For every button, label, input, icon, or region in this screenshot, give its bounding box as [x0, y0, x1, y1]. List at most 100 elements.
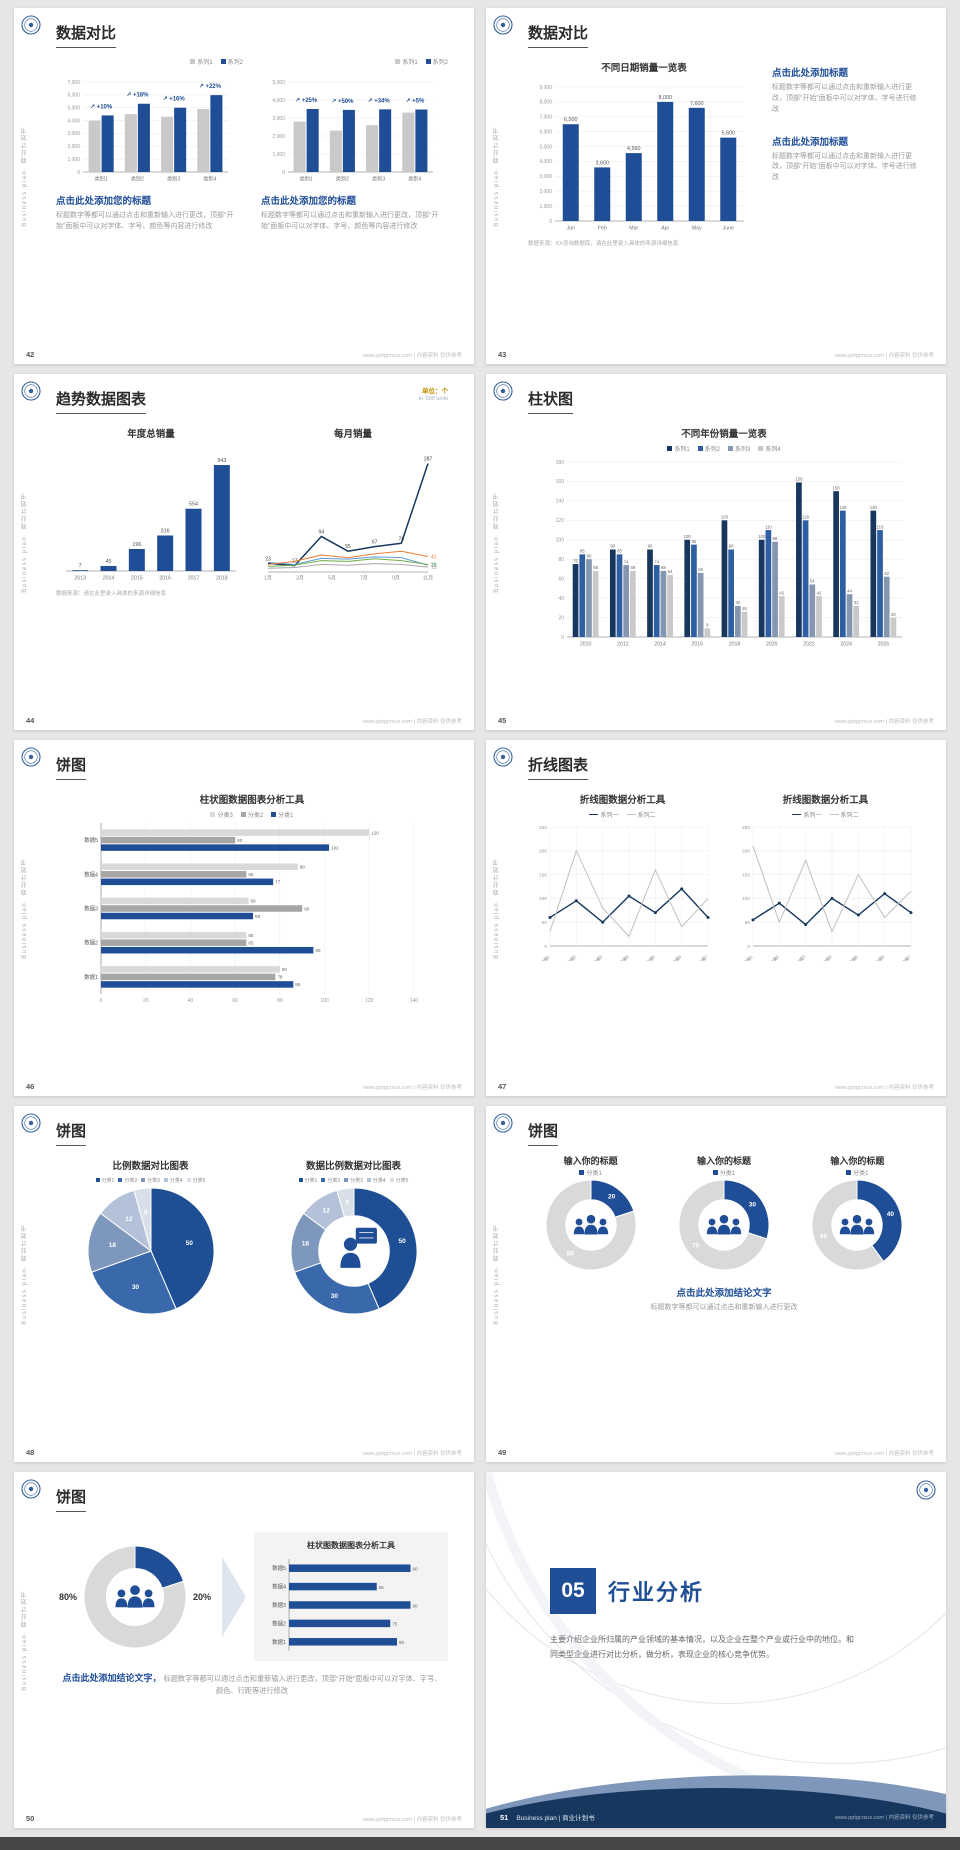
chart-title: 年度总销量 [127, 429, 175, 440]
svg-text:50: 50 [744, 920, 750, 926]
legend-item: 系列4 [758, 444, 781, 453]
svg-text:40: 40 [188, 998, 194, 1004]
conclusion-paragraph: 点击此处添加结论文字， 标题数字等都可以通过点击和重新输入进行更改，顶部“开始”… [60, 1671, 444, 1697]
svg-text:74: 74 [654, 559, 659, 564]
svg-text:7月: 7月 [360, 576, 368, 582]
unit-sublabel: in '000 units [418, 396, 448, 403]
svg-text:13: 13 [431, 565, 437, 571]
svg-text:67: 67 [372, 540, 378, 546]
svg-text:32: 32 [854, 600, 859, 605]
svg-text:5月: 5月 [328, 576, 336, 582]
conclusion-heading: 点击此处添加结论文字 [676, 1288, 772, 1299]
svg-text:80: 80 [399, 1640, 405, 1645]
chart-legend: 分类3 分类2 分类1 [56, 809, 448, 819]
section-title: 行业分析 [608, 1580, 705, 1605]
svg-text:12: 12 [125, 1216, 133, 1223]
column-left: 系列1 系列2 0 1,000 2,000 3,000 4,000 5,000 6,000 7,… [56, 56, 243, 233]
chart-legend: 系列一 系列二 [731, 809, 920, 819]
chart-legend: 分类1 [661, 1167, 786, 1177]
svg-text:88: 88 [300, 865, 306, 870]
page-number: 49 [498, 1448, 507, 1457]
footer-text: www.pptgcrsux.com | 内容资料 仅供参考 [835, 1084, 934, 1091]
svg-text:↗ +10%: ↗ +10% [90, 104, 113, 110]
chart-legend: 分类1 [795, 1167, 920, 1177]
svg-text:2024: 2024 [840, 642, 852, 648]
svg-text:类别1: 类别1 [299, 175, 312, 183]
svg-text:60: 60 [820, 1233, 828, 1240]
footer-text: www.pptgcrsux.com | 内容资料 仅供参考 [363, 718, 462, 725]
svg-text:20: 20 [891, 612, 896, 617]
svg-text:316: 316 [161, 528, 170, 534]
section-heading: 点击此处添加标题 [772, 68, 849, 79]
svg-text:Apr: Apr [661, 226, 669, 232]
svg-text:75: 75 [392, 1622, 398, 1627]
conclusion-heading: 点击此处添加结论文字， [62, 1673, 162, 1683]
chart-title: 数据比例数据对比图表 [305, 1161, 401, 1172]
svg-text:70: 70 [692, 1243, 700, 1250]
slide-title: 饼图 [56, 1486, 87, 1512]
donut-chart: 40 60 [805, 1177, 909, 1273]
legend-item: 分类1 [298, 1177, 317, 1184]
svg-text:6,000: 6,000 [539, 129, 552, 135]
svg-text:数据6: 数据6 [873, 953, 886, 961]
legend-item: 系列3 [728, 444, 750, 453]
svg-text:0: 0 [549, 219, 552, 225]
svg-text:↗ +5%: ↗ +5% [405, 99, 425, 105]
slide-content: 数据对比 不同日期销量一览表 0 1,000 2,000 3,000 4,000 5,00… [486, 8, 946, 247]
svg-text:数据7: 数据7 [899, 953, 912, 961]
svg-text:94: 94 [319, 529, 325, 535]
svg-text:9: 9 [706, 622, 709, 627]
slide-43: Business plan. 商业计划书 数据对比 不同日期销量一览表 0 1,0… [486, 8, 946, 364]
svg-text:Mar: Mar [629, 226, 638, 232]
page-number: 47 [498, 1082, 507, 1091]
svg-text:120: 120 [371, 830, 379, 835]
svg-text:65: 65 [248, 933, 254, 938]
svg-text:90: 90 [304, 906, 310, 911]
legend-item: 系列2 [220, 57, 243, 66]
svg-text:50: 50 [398, 1238, 406, 1245]
page-number: 48 [26, 1448, 35, 1457]
slide-content: 饼图 输入你的标题 分类1 20 80 输入你的标题 分类1 30 70 输入你的标… [486, 1106, 946, 1314]
legend-item: 分类1 [95, 1177, 114, 1184]
svg-text:2022: 2022 [803, 642, 815, 648]
svg-text:100: 100 [538, 896, 546, 902]
slide-title: 柱状图 [528, 388, 574, 414]
svg-text:5: 5 [345, 1199, 349, 1206]
svg-text:6,000: 6,000 [67, 93, 80, 99]
logo-icon [21, 381, 41, 401]
svg-text:2,000: 2,000 [272, 134, 285, 140]
section-body: 标题数字等都可以通过点击和重新输入进行更改，顶部“开始”面板中可以对字体、字号、… [56, 212, 234, 230]
page-number: 43 [498, 350, 507, 359]
svg-text:2016: 2016 [692, 642, 704, 648]
section-body: 标题数字等都可以通过点击和重新输入进行更改，顶部“开始”面板中可以对字体、字号进… [772, 84, 917, 113]
section-heading: 点击此处添加您的标题 [261, 196, 357, 207]
block-heading: 输入你的标题 [563, 1156, 618, 1166]
page-number: 51 [500, 1812, 509, 1822]
chart-title: 折线图数据分析工具 [579, 795, 666, 806]
svg-text:1,000: 1,000 [67, 157, 80, 163]
svg-text:9月: 9月 [392, 576, 400, 582]
svg-text:数据1: 数据1 [741, 953, 754, 961]
slide-content: 趋势数据图表 单位：个 in '000 units 年度总销量 7 2013 45 2… [14, 374, 474, 597]
sidebar-vertical-text: Business plan. 商业计划书 [494, 492, 500, 593]
svg-text:2018: 2018 [729, 642, 741, 648]
footer-text: www.pptgcrsux.com | 内容资料 仅供参考 [363, 1450, 462, 1457]
svg-text:196: 196 [132, 542, 141, 548]
svg-text:554: 554 [189, 502, 198, 508]
svg-text:74: 74 [624, 559, 629, 564]
conclusion-body: 标题数字等都可以通过点击和重新输入进行更改，顶部“开始”面板中可以对字体、字号、… [163, 1674, 442, 1696]
svg-text:2018: 2018 [216, 576, 228, 582]
donut-chart [80, 1543, 190, 1651]
svg-text:数据1: 数据1 [272, 1638, 286, 1646]
sidebar-vertical-text: Business plan. 商业计划书 [22, 858, 28, 959]
svg-text:2012: 2012 [617, 642, 629, 648]
slide-footer: 51 Business plan | 商业计划书 www.pptgcrsux.c… [500, 1812, 934, 1823]
chart-legend: 分类1 [528, 1167, 653, 1177]
svg-text:62: 62 [884, 571, 889, 576]
svg-text:数据7: 数据7 [696, 953, 709, 961]
chart-legend: 系列1 系列2 [56, 56, 243, 66]
svg-text:6,500: 6,500 [564, 117, 578, 123]
sidebar-vertical-text: Business plan. 商业计划书 [494, 1224, 500, 1325]
svg-text:Feb: Feb [598, 226, 607, 232]
